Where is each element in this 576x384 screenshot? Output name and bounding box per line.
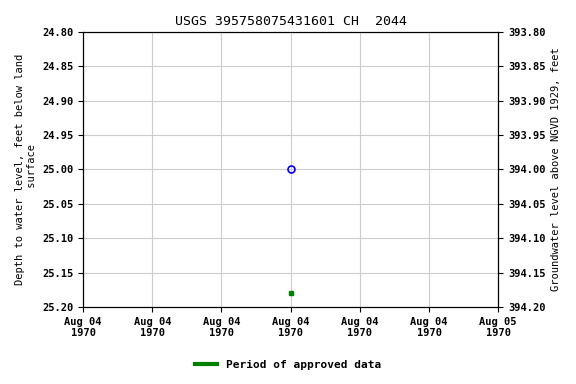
Title: USGS 395758075431601 CH  2044: USGS 395758075431601 CH 2044 <box>175 15 407 28</box>
Legend: Period of approved data: Period of approved data <box>191 356 385 375</box>
Y-axis label: Depth to water level, feet below land
 surface: Depth to water level, feet below land su… <box>15 54 37 285</box>
Y-axis label: Groundwater level above NGVD 1929, feet: Groundwater level above NGVD 1929, feet <box>551 48 561 291</box>
